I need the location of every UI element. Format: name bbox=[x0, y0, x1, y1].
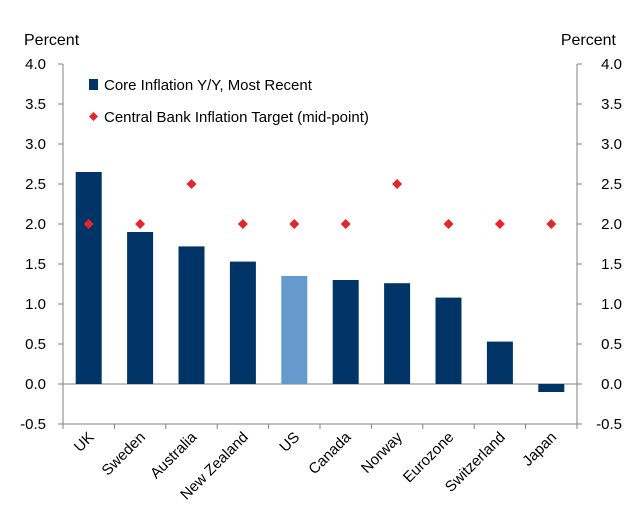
category-label: Norway bbox=[358, 428, 406, 476]
bar-us bbox=[281, 276, 308, 384]
target-marker-norway bbox=[392, 179, 403, 189]
target-marker-japan bbox=[546, 219, 557, 229]
bar-australia bbox=[178, 246, 205, 384]
right-tick-label: 4.0 bbox=[601, 56, 622, 73]
right-tick-label: 0.0 bbox=[601, 376, 622, 393]
target-marker-sweden bbox=[135, 219, 146, 229]
right-tick-label: 2.0 bbox=[601, 216, 622, 233]
right-tick-label: 3.0 bbox=[601, 136, 622, 153]
left-tick-label: 1.0 bbox=[25, 296, 46, 313]
category-label: US bbox=[276, 429, 303, 456]
bar-sweden bbox=[127, 232, 154, 384]
target-series bbox=[83, 179, 557, 229]
target-marker-us bbox=[289, 219, 300, 229]
right-tick-label: 1.5 bbox=[601, 256, 622, 273]
left-tick-label: -0.5 bbox=[20, 416, 46, 433]
bar-switzerland bbox=[486, 341, 513, 384]
right-tick-label: 3.5 bbox=[601, 96, 622, 113]
right-tick-label: 2.5 bbox=[601, 176, 622, 193]
right-tick-label: 1.0 bbox=[601, 296, 622, 313]
left-tick-label: 4.0 bbox=[25, 56, 46, 73]
left-tick-label: 0.5 bbox=[25, 336, 46, 353]
target-marker-canada bbox=[340, 219, 351, 229]
target-marker-switzerland bbox=[494, 219, 505, 229]
left-tick-label: 1.5 bbox=[25, 256, 46, 273]
target-marker-uk bbox=[83, 219, 94, 229]
legend-label-core: Core Inflation Y/Y, Most Recent bbox=[104, 77, 313, 94]
bar-norway bbox=[384, 283, 411, 384]
bar-series bbox=[75, 172, 565, 392]
left-tick-label: 3.5 bbox=[25, 96, 46, 113]
right-tick-label: 0.5 bbox=[601, 336, 622, 353]
legend-diamond-swatch bbox=[89, 112, 98, 121]
target-marker-australia bbox=[186, 179, 197, 189]
category-label: Canada bbox=[305, 428, 355, 478]
target-marker-eurozone bbox=[443, 219, 454, 229]
bar-japan bbox=[538, 384, 565, 392]
bar-canada bbox=[332, 280, 359, 384]
category-label: UK bbox=[71, 429, 98, 456]
bar-uk bbox=[75, 172, 102, 384]
left-tick-label: 3.0 bbox=[25, 136, 46, 153]
category-label: Japan bbox=[519, 429, 560, 470]
left-tick-label: 2.0 bbox=[25, 216, 46, 233]
right-tick-labels: 4.0 3.5 3.0 2.5 2.0 1.5 1.0 0.5 0.0 -0.5 bbox=[596, 56, 622, 433]
category-label: Sweden bbox=[99, 429, 149, 479]
left-tick-labels: 4.0 3.5 3.0 2.5 2.0 1.5 1.0 0.5 0.0 -0.5 bbox=[20, 56, 46, 433]
target-marker-new-zealand bbox=[237, 219, 248, 229]
bar-new-zealand bbox=[229, 261, 256, 384]
left-tick-label: 2.5 bbox=[25, 176, 46, 193]
left-tick-label: 0.0 bbox=[25, 376, 46, 393]
right-tick-label: -0.5 bbox=[596, 416, 622, 433]
category-label: Australia bbox=[147, 428, 201, 482]
bar-eurozone bbox=[435, 297, 462, 384]
legend-label-target: Central Bank Inflation Target (mid-point… bbox=[104, 109, 369, 126]
legend-bar-swatch bbox=[89, 79, 98, 90]
left-axis-title: Percent bbox=[24, 32, 80, 49]
right-axis-title: Percent bbox=[561, 32, 617, 49]
legend: Core Inflation Y/Y, Most Recent Central … bbox=[89, 77, 369, 126]
